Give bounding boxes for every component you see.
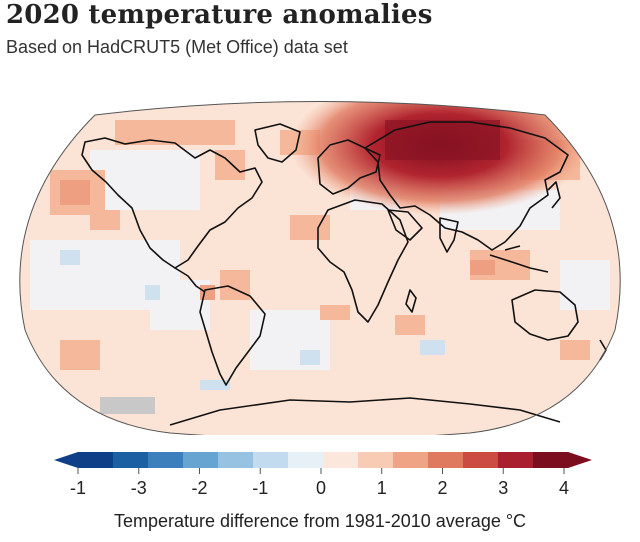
legend-swatch [393, 452, 429, 468]
legend-color-bar [54, 452, 592, 468]
chart-subtitle: Based on HadCRUT5 (Met Office) data set [6, 37, 348, 57]
south-america-outline [199, 285, 266, 386]
asia-outline [364, 121, 569, 251]
legend-swatch [78, 452, 114, 468]
madagascar-outline [405, 289, 417, 313]
legend-tick-label: 4 [559, 478, 569, 498]
legend-swatch [323, 452, 359, 468]
legend-arrow-left [54, 452, 78, 468]
japan-outline [547, 181, 561, 209]
legend-swatch [253, 452, 289, 468]
legend-tick-label: -1 [70, 478, 86, 498]
antarctica-outline [169, 397, 561, 426]
world-anomaly-map [19, 101, 621, 435]
india-outline [439, 217, 459, 253]
chart-title: 2020 temperature anomalies [6, 0, 433, 30]
legend-tick-label: 0 [316, 478, 326, 498]
north-america-outline [81, 137, 263, 269]
legend-swatch [113, 452, 149, 468]
legend-title: Temperature difference from 1981-2010 av… [113, 511, 527, 531]
cool-anomaly-cells [60, 250, 445, 390]
legend-swatch [463, 452, 499, 468]
legend-swatch [218, 452, 254, 468]
map-boundary [19, 101, 621, 435]
legend-arrow-right [568, 452, 592, 468]
arabia-outline [387, 209, 423, 241]
legend-tick-label: -2 [191, 478, 207, 498]
legend-tick-label: 3 [498, 478, 508, 498]
legend-swatch [533, 452, 569, 468]
legend-swatch [183, 452, 219, 468]
legend-tick-label: 2 [437, 478, 447, 498]
legend-tick-label: 1 [377, 478, 387, 498]
legend-tick-label: -3 [131, 478, 147, 498]
legend-swatch [288, 452, 324, 468]
legend-ticks: -1 -3 -2 -1 0 1 2 3 4 [70, 468, 569, 498]
legend-swatch [148, 452, 184, 468]
legend-swatch [358, 452, 394, 468]
legend-swatch [498, 452, 534, 468]
central-america-outline [174, 267, 206, 293]
legend-swatch [428, 452, 464, 468]
greenland-outline [254, 123, 301, 163]
europe-outline [317, 139, 381, 195]
africa-outline [317, 199, 409, 323]
no-data-patch [100, 397, 155, 414]
australia-outline [511, 289, 579, 341]
color-legend: -1 -3 -2 -1 0 1 2 3 4 [54, 452, 592, 498]
legend-tick-label: -1 [252, 478, 268, 498]
siberia-core [385, 120, 500, 160]
southeast-asia-islands-outline [489, 245, 549, 273]
